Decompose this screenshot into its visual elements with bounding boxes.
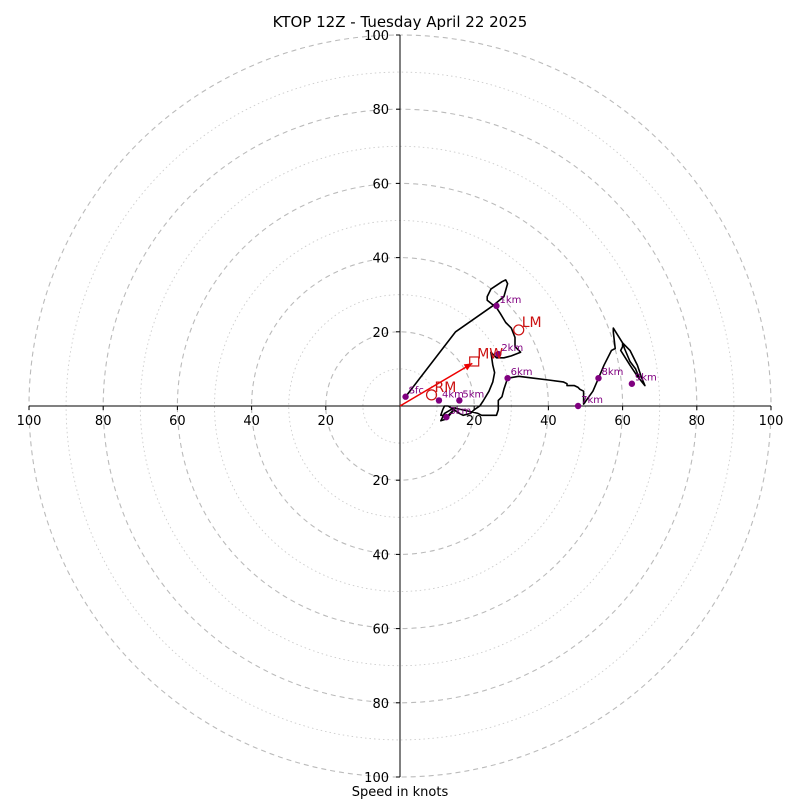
y-tick-label: 80 (372, 103, 389, 118)
x-tick-label: 20 (318, 414, 335, 429)
height-marker-3km (443, 413, 450, 421)
height-marker-2km (495, 350, 502, 358)
height-label-5km: 5km (462, 389, 484, 400)
x-tick-label: 40 (540, 414, 557, 429)
x-tick-label: 80 (689, 414, 706, 429)
storm-marker-mw (469, 356, 480, 367)
x-tick-label: 40 (243, 414, 260, 429)
height-marker-6km (504, 374, 511, 382)
y-tick-label: 80 (372, 697, 389, 712)
tick-labels: 100 80 60 40 20 20 40 60 80 100 100 80 60 40 20 20 40 60 8… (17, 29, 784, 786)
height-marker-8km (595, 374, 602, 382)
chart-title: KTOP 12Z - Tuesday April 22 2025 (273, 13, 528, 31)
height-marker-1km (493, 302, 500, 310)
x-tick-label: 100 (17, 414, 42, 429)
height-label-3km: 3km (449, 406, 471, 417)
height-label-4km: 4km (442, 389, 464, 400)
x-tick-label: 100 (759, 414, 784, 429)
storm-label-lm: LM (522, 315, 542, 331)
height-label-sfc: Sfc (409, 386, 424, 397)
storm-marker-rm (425, 389, 438, 401)
storm-label-mw: MW (477, 346, 503, 362)
mean-wind-arrow (399, 362, 473, 407)
y-tick-label: 60 (372, 623, 389, 638)
height-label-2km: 2km (501, 343, 523, 354)
storm-marker-lm (513, 324, 525, 336)
height-label-8km: 8km (601, 367, 623, 378)
height-label-9km: 9km (635, 373, 657, 384)
hodograph-trace (404, 279, 646, 422)
hodograph-trace-group (404, 279, 646, 422)
height-marker-7km (574, 402, 582, 410)
x-tick-label: 80 (95, 414, 112, 429)
x-tick-label: 60 (169, 414, 186, 429)
x-axis-label: Speed in knots (352, 785, 449, 800)
storm-motion-markers: RM LM MW (399, 315, 542, 407)
height-marker-sfc (402, 393, 409, 400)
height-label-6km: 6km (511, 367, 533, 378)
y-tick-label: 100 (364, 771, 389, 786)
height-marker-5km (456, 397, 463, 404)
y-tick-label: 20 (372, 474, 389, 489)
height-marker-4km (435, 397, 443, 404)
height-label-7km: 7km (581, 395, 603, 406)
x-tick-label: 20 (466, 414, 483, 429)
y-tick-label: 40 (372, 252, 389, 267)
y-tick-label: 40 (372, 548, 389, 563)
y-tick-label: 100 (364, 29, 389, 44)
storm-label-rm: RM (435, 380, 457, 396)
height-marker-9km (628, 380, 636, 387)
height-label-1km: 1km (499, 295, 521, 306)
y-tick-label: 20 (372, 326, 389, 341)
y-tick-label: 60 (372, 177, 389, 192)
x-tick-label: 60 (614, 414, 631, 429)
